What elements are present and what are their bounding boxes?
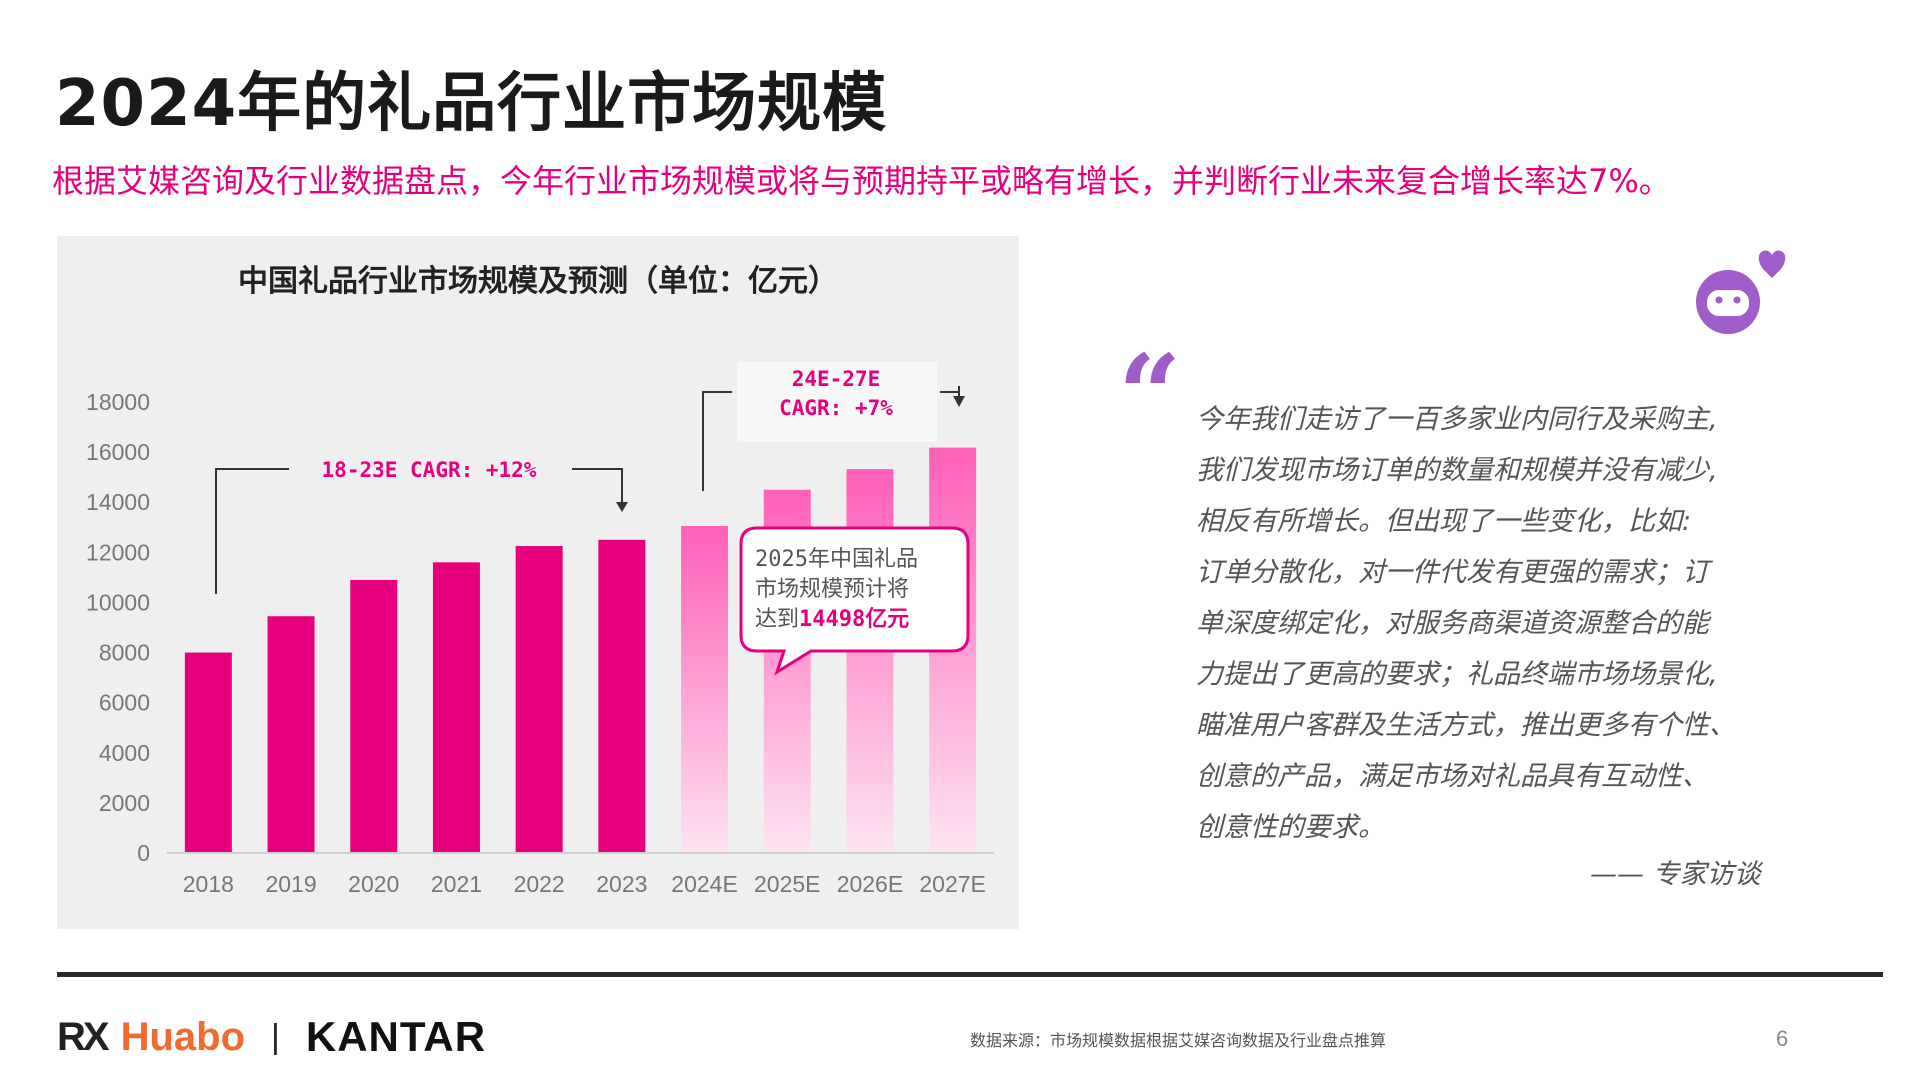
quote-line: 力提出了更高的要求；礼品终端市场场景化, — [1196, 659, 1718, 690]
actual-bar — [184, 652, 232, 853]
market-size-bar-chart: 中国礼品行业市场规模及预测（单位：亿元） 0 2000 4000 6000 8000 10… — [86, 264, 994, 897]
cagr-forecast-box — [737, 362, 937, 442]
callout-line-3-prefix: 达到 — [755, 607, 799, 632]
y-tick-label: 8000 — [99, 640, 150, 666]
y-tick-label: 10000 — [86, 589, 150, 615]
page-title: 2024年的礼品行业市场规模 — [55, 67, 888, 141]
y-tick-label: 6000 — [99, 690, 150, 716]
y-axis: 0 2000 4000 6000 8000 10000 12000 14000 16000 180… — [86, 389, 150, 866]
kantar-logo: KANTAR — [305, 1013, 487, 1060]
quote-line: 今年我们走访了一百多家业内同行及采购主, — [1196, 404, 1718, 435]
cagr-forecast-label-2: CAGR: +7% — [779, 396, 893, 420]
callout-line-2: 市场规模预计将 — [755, 577, 909, 602]
x-tick-label: 2026E — [837, 871, 904, 897]
bar-series — [184, 447, 977, 853]
y-tick-label: 18000 — [86, 389, 150, 415]
page-number: 6 — [1776, 1026, 1789, 1051]
x-tick-label: 2020 — [348, 871, 399, 897]
expert-quote: 今年我们走访了一百多家业内同行及采购主, 我们发现市场订单的数量和规模并没有减少… — [1196, 394, 1756, 853]
cagr-hist-arrow-line — [572, 468, 623, 502]
actual-bar — [267, 616, 315, 853]
mascot-eye-left — [1715, 296, 1723, 304]
x-tick-label: 2019 — [265, 871, 316, 897]
smiling-face-with-heart-icon — [1696, 250, 1786, 334]
x-tick-label: 2023 — [596, 871, 647, 897]
y-tick-label: 0 — [137, 840, 150, 866]
cagr-forecast-annotation: 24E-27E CAGR: +7% — [702, 362, 965, 491]
y-tick-label: 2000 — [99, 790, 150, 816]
quote-line: 订单分散化，对一件代发有更强的需求；订 — [1196, 557, 1709, 588]
cagr-forecast-label-1: 24E-27E — [792, 367, 881, 391]
rx-logo: RX — [57, 1014, 110, 1059]
callout-bubble: 2025年中国礼品 市场规模预计将 达到14498亿元 — [739, 526, 970, 676]
huabo-logo: Huabo — [120, 1014, 246, 1059]
x-tick-label: 2018 — [183, 871, 234, 897]
actual-bar — [515, 546, 563, 853]
actual-bar — [350, 579, 398, 853]
actual-bar — [432, 562, 480, 853]
brand-logos: RX Huabo | KANTAR — [57, 1012, 486, 1062]
callout-value: 14498 — [799, 607, 865, 632]
data-source-note: 数据来源：市场规模数据根据艾媒咨询数据及行业盘点推算 — [970, 1031, 1387, 1050]
heart-icon — [1758, 250, 1786, 278]
chart-panel: 中国礼品行业市场规模及预测（单位：亿元） 0 2000 4000 6000 8000 10… — [57, 236, 1019, 929]
cagr-hist-arrowhead — [616, 502, 628, 512]
quote-author: —— 专家访谈 — [1590, 859, 1761, 890]
mascot-face — [1707, 290, 1749, 316]
callout-line-1: 2025年中国礼品 — [755, 547, 918, 572]
forecast-bar — [681, 526, 729, 853]
cagr-forecast-arrowhead — [953, 396, 965, 407]
x-tick-label: 2025E — [754, 871, 821, 897]
quote-line: 创意的产品，满足市场对礼品具有互动性、 — [1196, 761, 1709, 792]
cagr-forecast-bracket — [702, 391, 732, 491]
footer-divider — [57, 972, 1883, 977]
x-tick-label: 2027E — [919, 871, 986, 897]
y-tick-label: 14000 — [86, 489, 150, 515]
x-tick-label: 2024E — [671, 871, 738, 897]
cagr-hist-bracket — [215, 468, 289, 594]
chart-title: 中国礼品行业市场规模及预测（单位：亿元） — [238, 264, 838, 299]
x-tick-label: 2022 — [514, 871, 565, 897]
quote-line: 创意性的要求。 — [1196, 812, 1385, 843]
y-tick-label: 16000 — [86, 439, 150, 465]
quote-line: 单深度绑定化，对服务商渠道资源整合的能 — [1196, 608, 1709, 639]
callout-line-3: 达到14498亿元 — [755, 607, 909, 632]
actual-bar — [598, 539, 646, 853]
mascot-eye-right — [1733, 296, 1741, 304]
cagr-hist-label: 18-23E CAGR: +12% — [322, 458, 537, 482]
quote-mark-icon: “ — [1118, 330, 1182, 459]
quote-line: 我们发现市场订单的数量和规模并没有减少, — [1196, 455, 1718, 486]
y-tick-label: 4000 — [99, 740, 150, 766]
callout-bubble-shape — [739, 526, 970, 676]
cagr-hist-annotation: 18-23E CAGR: +12% — [215, 458, 628, 594]
callout-unit: 亿元 — [865, 607, 909, 632]
page-subtitle: 根据艾媒咨询及行业数据盘点，今年行业市场规模或将与预期持平或略有增长，并判断行业… — [52, 162, 1671, 200]
x-tick-label: 2021 — [431, 871, 482, 897]
y-tick-label: 12000 — [86, 539, 150, 565]
quote-line: 瞄准用户客群及生活方式，推出更多有个性、 — [1196, 710, 1736, 741]
logo-separator: | — [271, 1017, 280, 1056]
quote-line: 相反有所增长。但出现了一些变化，比如: — [1196, 506, 1692, 537]
x-axis: 2018 2019 2020 2021 2022 2023 2024E 2025E 2026E 2… — [183, 871, 986, 897]
